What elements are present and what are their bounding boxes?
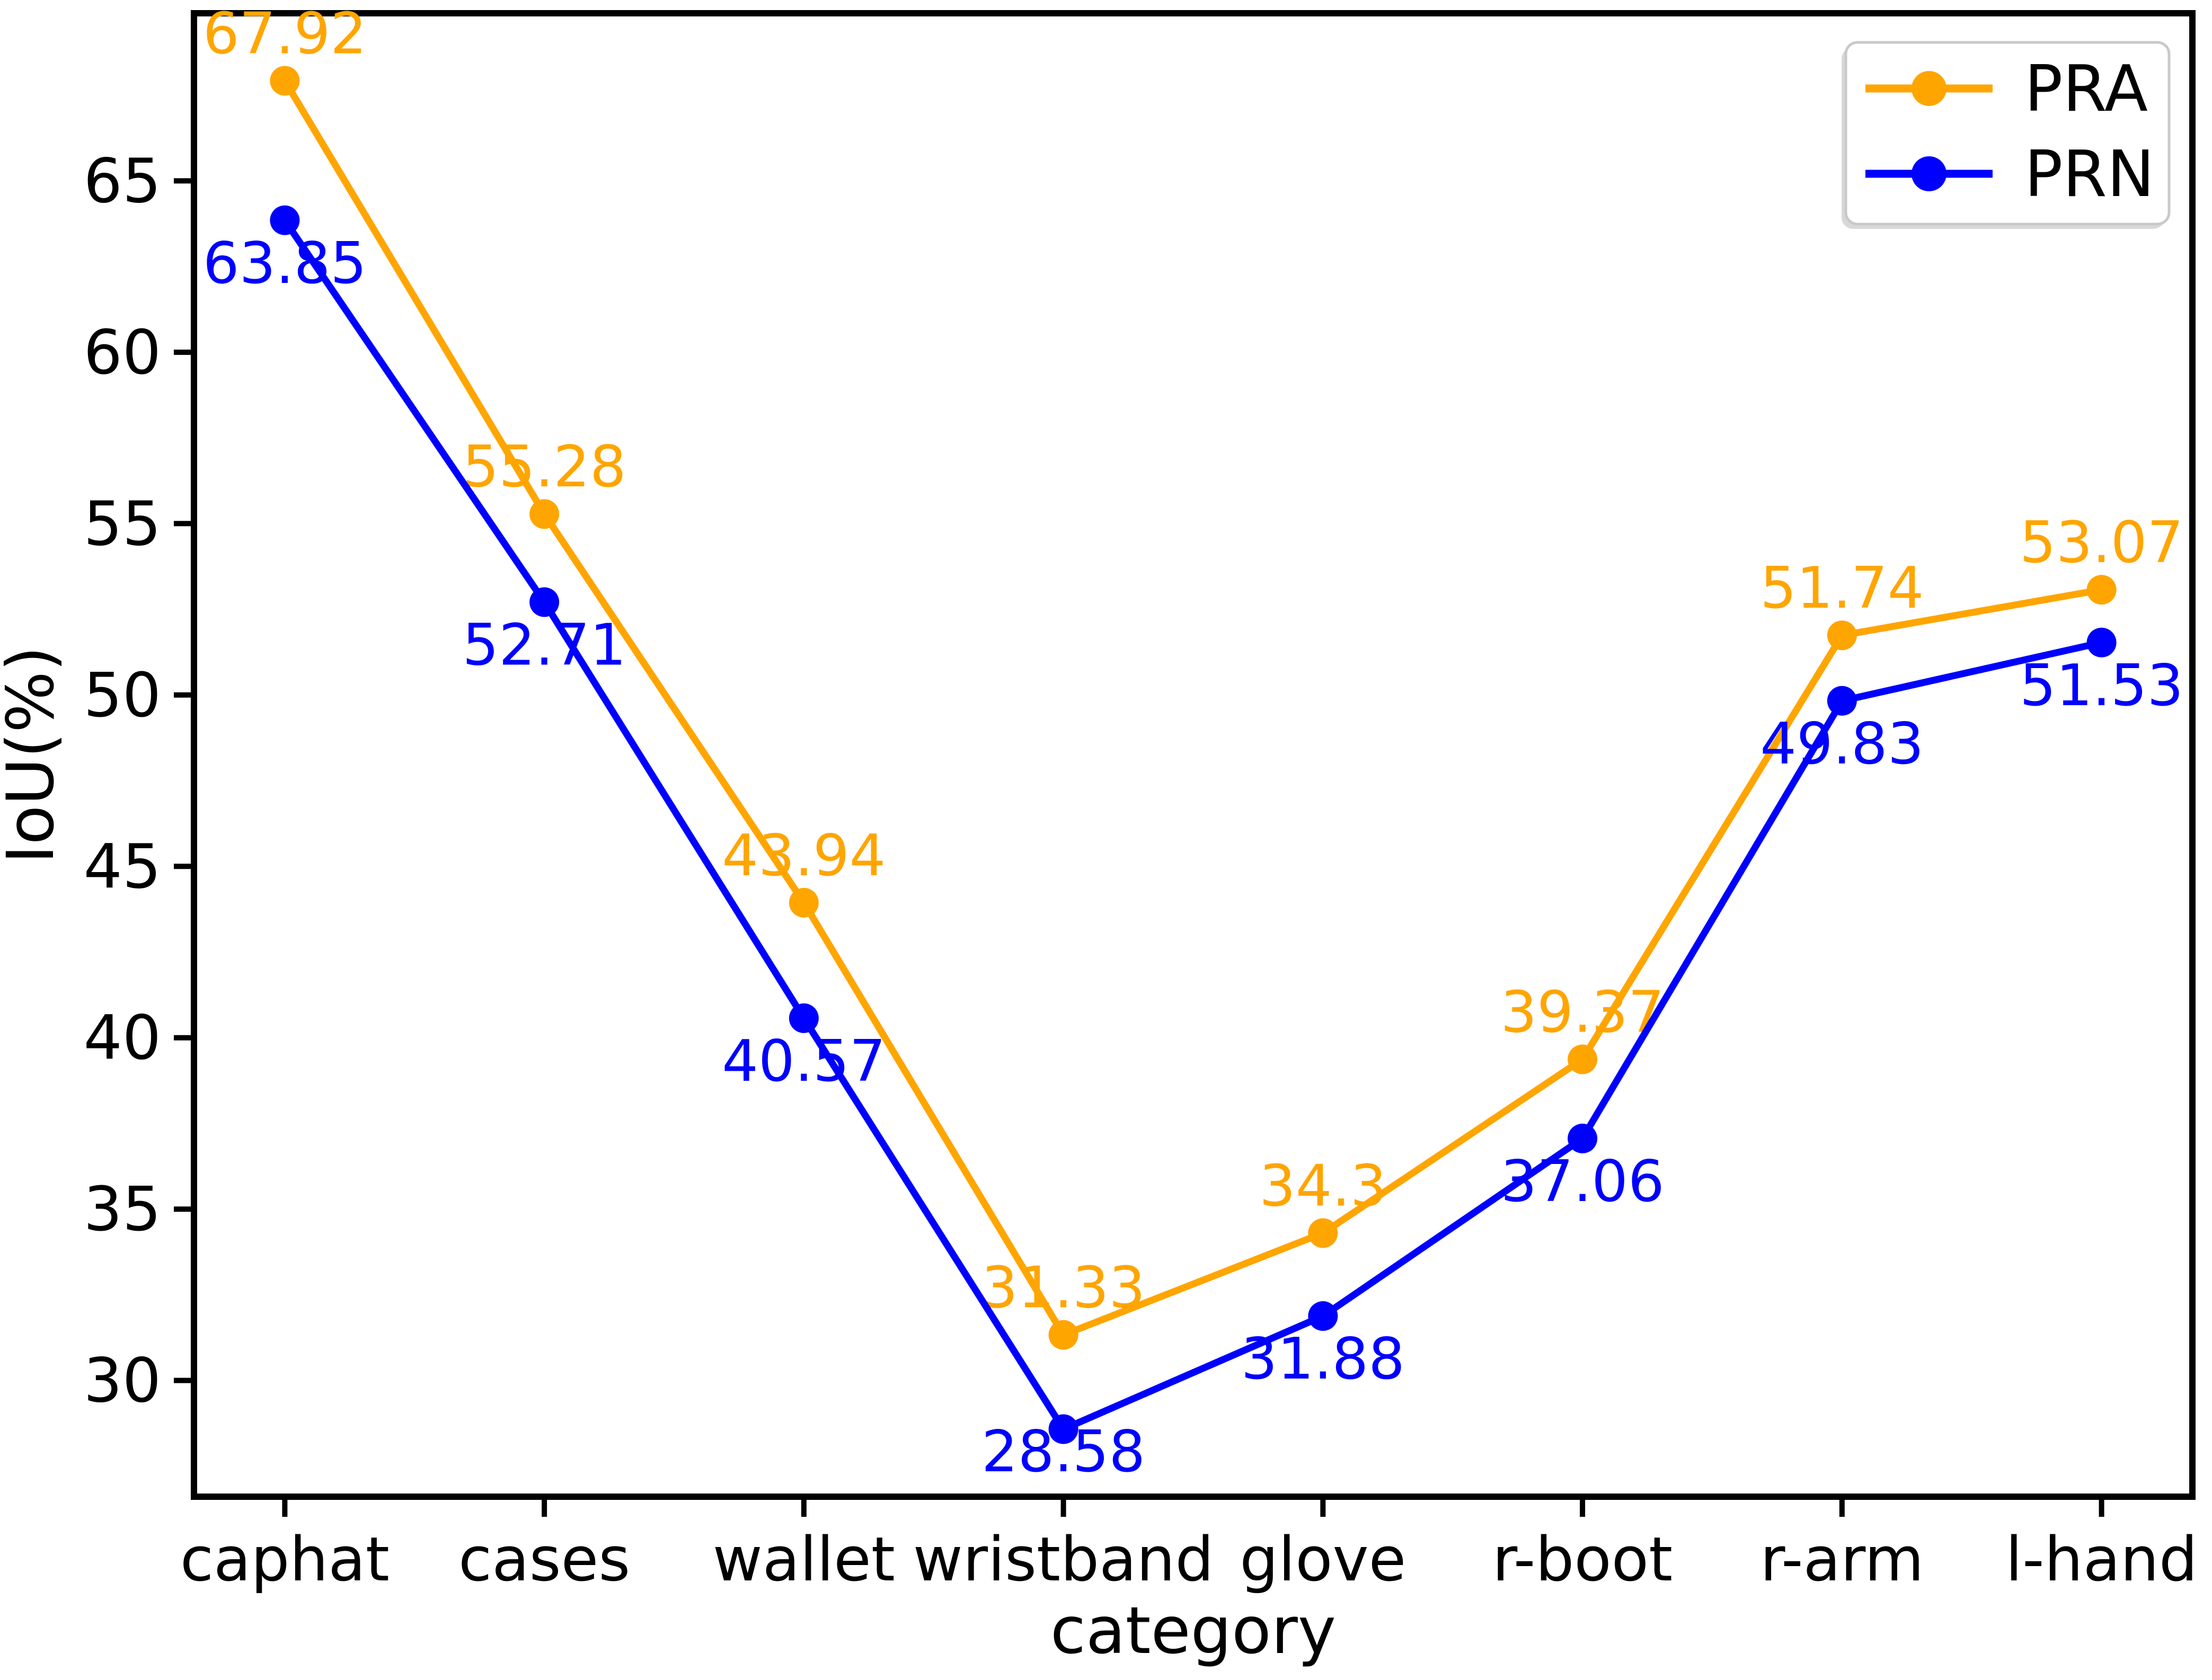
data-label-PRN-caphat: 63.85 <box>203 230 367 297</box>
data-label-PRA-r-arm: 51.74 <box>1760 555 1924 621</box>
data-label-PRA-wallet: 43.94 <box>722 823 886 889</box>
marker-PRN-l-hand <box>2086 627 2117 657</box>
data-label-PRA-wristband: 31.33 <box>981 1255 1145 1321</box>
series-line-PRA <box>281 77 2105 1339</box>
y-tick-label: 65 <box>84 146 161 217</box>
marker-PRN-wristband <box>1048 1414 1078 1444</box>
axes-frame <box>191 10 2196 1500</box>
marker-PRA-l-hand <box>2086 575 2117 605</box>
x-tick-label-caphat: caphat <box>180 1524 390 1595</box>
data-label-PRN-r-arm: 49.83 <box>1760 711 1924 777</box>
legend-label-PRN: PRN <box>2024 138 2155 211</box>
y-tick-label: 55 <box>84 488 161 559</box>
marker-PRN-wallet <box>789 1003 819 1033</box>
marker-PRN-caphat <box>270 205 300 235</box>
data-label-PRN-r-boot: 37.06 <box>1501 1149 1665 1215</box>
data-label-PRA-r-boot: 39.37 <box>1501 979 1665 1045</box>
marker-PRA-caphat <box>270 66 300 96</box>
y-tick-label: 50 <box>84 660 161 731</box>
x-tick-label-l-hand: l-hand <box>2005 1524 2198 1595</box>
data-label-PRA-l-hand: 53.07 <box>2020 510 2183 576</box>
marker-PRA-glove <box>1308 1218 1338 1248</box>
data-label-PRA-cases: 55.28 <box>463 434 626 500</box>
y-tick-label: 45 <box>84 831 161 902</box>
y-tick-label: 30 <box>84 1346 161 1417</box>
y-tick-label: 60 <box>84 317 161 388</box>
data-label-PRN-wallet: 40.57 <box>722 1028 886 1095</box>
marker-PRA-r-boot <box>1568 1044 1598 1074</box>
marker-PRA-wallet <box>789 887 819 918</box>
y-tick-label: 40 <box>84 1003 161 1074</box>
legend-label-PRA: PRA <box>2024 52 2148 126</box>
marker-PRA-r-arm <box>1827 620 1857 651</box>
legend-marker-PRN <box>1912 156 1946 191</box>
x-axis-title: category <box>1050 1593 1336 1668</box>
x-tick-label-wristband: wristband <box>913 1524 1214 1595</box>
series-line-PRN <box>281 217 2105 1433</box>
y-axis-title: IoU(%) <box>0 646 68 864</box>
marker-PRN-r-boot <box>1568 1123 1598 1153</box>
x-tick-label-r-arm: r-arm <box>1760 1524 1924 1595</box>
y-tick-label: 35 <box>84 1174 161 1245</box>
data-label-PRA-caphat: 67.92 <box>203 1 367 67</box>
data-label-PRN-wristband: 28.58 <box>981 1419 1145 1485</box>
x-tick-label-cases: cases <box>458 1524 630 1595</box>
data-label-PRN-glove: 31.88 <box>1241 1326 1405 1392</box>
data-label-PRN-cases: 52.71 <box>463 612 626 678</box>
x-tick-label-r-boot: r-boot <box>1492 1524 1673 1595</box>
data-label-PRA-glove: 34.3 <box>1259 1153 1386 1219</box>
marker-PRN-r-arm <box>1827 686 1857 716</box>
marker-PRN-cases <box>529 587 560 617</box>
marker-PRA-cases <box>529 499 560 529</box>
marker-PRA-wristband <box>1048 1320 1078 1350</box>
x-tick-label-wallet: wallet <box>713 1524 895 1595</box>
legend-marker-PRA <box>1912 71 1946 106</box>
data-label-PRN-l-hand: 51.53 <box>2020 653 2183 719</box>
x-tick-label-glove: glove <box>1240 1524 1406 1595</box>
marker-PRN-glove <box>1308 1301 1338 1331</box>
